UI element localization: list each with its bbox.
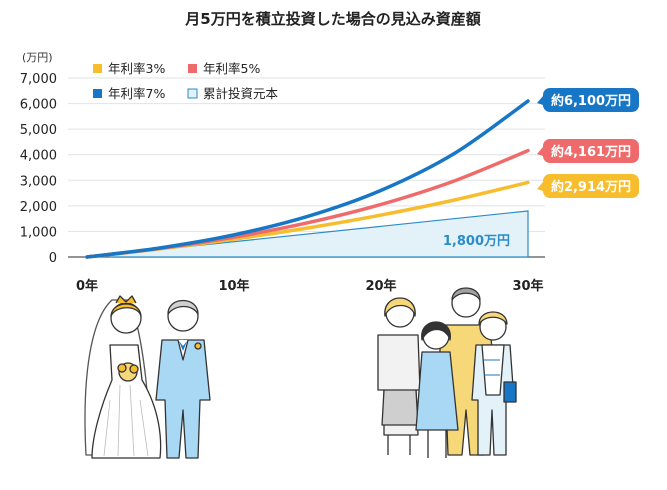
callout-label-rate3: 約2,914万円 <box>551 179 631 195</box>
legend-label-principal: 累計投資元本 <box>203 86 279 101</box>
y-unit-label: (万円) <box>22 51 53 64</box>
chart-title: 月5万円を積立投資した場合の見込み資産額 <box>184 10 480 28</box>
x-tick-label: 20年 <box>365 278 396 294</box>
legend: 年利率3% 年利率5% 年利率7% 累計投資元本 <box>93 61 279 101</box>
y-tick-label: 5,000 <box>20 123 57 138</box>
y-tick-label: 0 <box>49 251 57 266</box>
x-tick-label: 0年 <box>76 278 98 294</box>
callout-box-rate7 <box>543 88 639 112</box>
y-tick-label: 6,000 <box>20 98 57 113</box>
family-illustration <box>377 287 517 458</box>
wedding-couple-illustration <box>84 295 211 459</box>
legend-swatch-rate3 <box>93 64 102 73</box>
callout-pointer-rate5 <box>537 147 543 156</box>
x-tick-label: 30年 <box>512 278 543 294</box>
y-tick-label: 1,000 <box>20 225 57 240</box>
legend-label-rate3: 年利率3% <box>108 61 165 76</box>
callout-pointer-rate7 <box>537 96 543 105</box>
x-tick-labels: 0年 10年 20年 30年 <box>76 278 544 294</box>
x-tick-label: 10年 <box>218 278 249 294</box>
legend-swatch-rate5 <box>188 64 197 73</box>
legend-label-rate5: 年利率5% <box>203 61 260 76</box>
legend-swatch-principal <box>187 88 198 99</box>
y-tick-label: 2,000 <box>20 200 57 215</box>
callout-box-rate3 <box>543 174 639 198</box>
y-tick-label: 7,000 <box>20 72 57 87</box>
callout-label-rate7: 約6,100万円 <box>551 93 631 109</box>
series-line-rate7 <box>85 99 530 259</box>
callout-pointer-rate3 <box>537 182 543 191</box>
legend-label-rate7: 年利率7% <box>108 86 165 101</box>
principal-label: 1,800万円 <box>443 234 510 249</box>
callout-label-rate5: 約4,161万円 <box>551 144 631 160</box>
legend-swatch-rate7 <box>93 89 102 98</box>
y-tick-label: 3,000 <box>20 174 57 189</box>
y-tick-label: 4,000 <box>20 149 57 164</box>
y-tick-labels: 0 1,000 2,000 3,000 4,000 5,000 6,000 7,000 <box>20 72 57 266</box>
series-lines <box>85 99 530 259</box>
callout-box-rate5 <box>543 139 639 163</box>
